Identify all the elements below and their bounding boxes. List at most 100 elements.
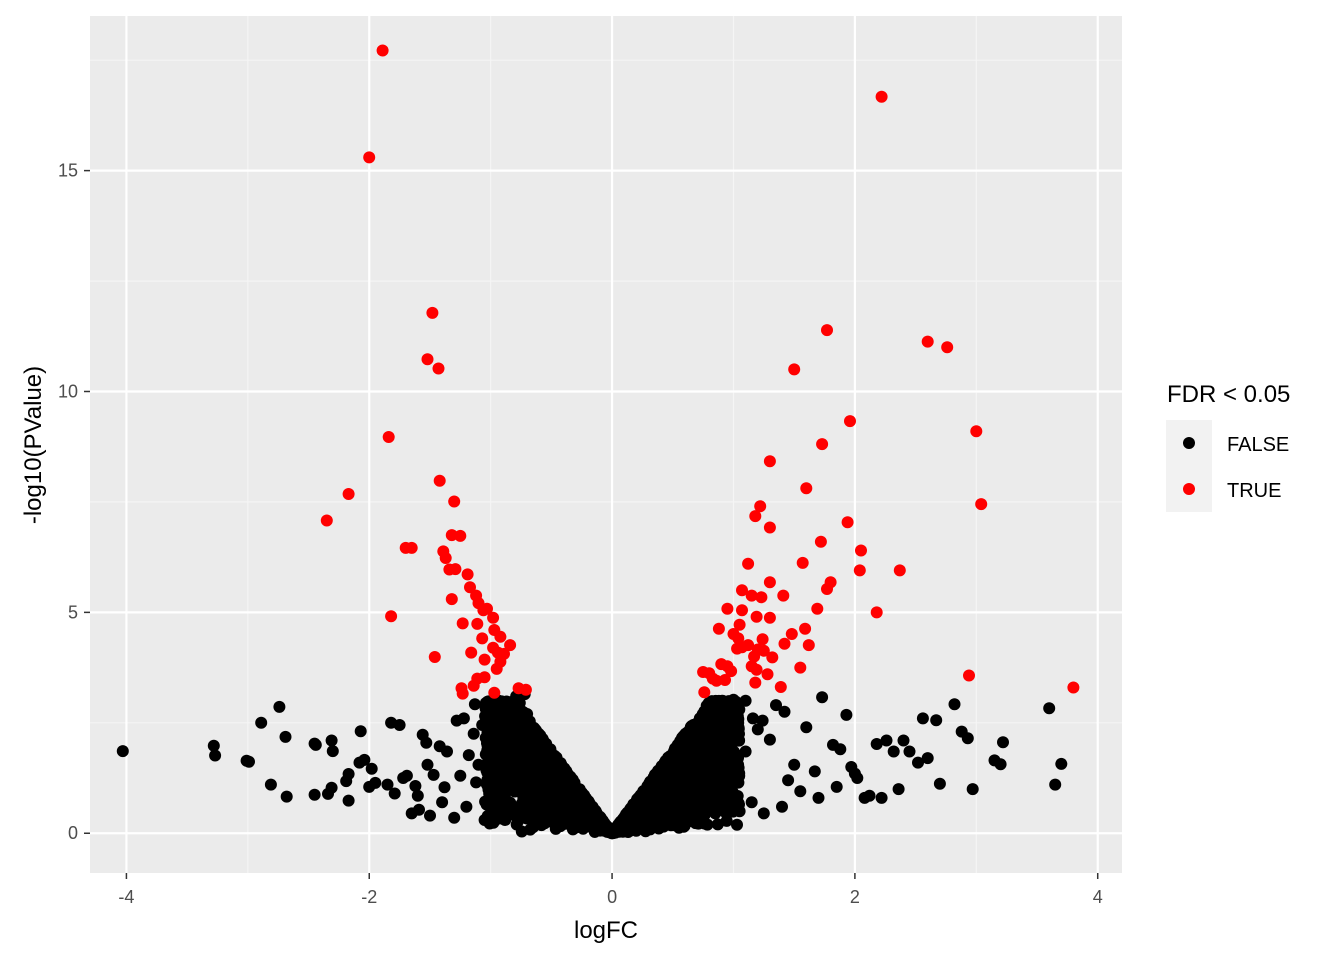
point-true [750, 610, 763, 623]
point-true [749, 676, 762, 689]
point-false [756, 714, 769, 727]
point-false [420, 736, 433, 749]
point-false [544, 797, 557, 810]
point-false [776, 800, 788, 813]
point-false [691, 765, 704, 778]
point-true [963, 669, 975, 682]
legend-key-true [1183, 483, 1195, 495]
point-false [551, 771, 564, 784]
point-true [421, 353, 434, 366]
point-false [685, 809, 697, 822]
point-true [504, 639, 517, 652]
point-true [487, 611, 500, 624]
point-false [467, 727, 480, 740]
point-true [736, 584, 748, 597]
point-false [496, 782, 509, 795]
legend-title: FDR < 0.05 [1167, 381, 1290, 408]
point-false [875, 791, 888, 804]
point-true [763, 611, 776, 624]
plot-panel [90, 16, 1122, 873]
point-false [711, 818, 724, 831]
point-false [834, 743, 847, 756]
point-false [698, 817, 711, 830]
point-false [485, 766, 497, 779]
point-true [490, 662, 503, 675]
point-true [816, 438, 829, 451]
legend-label-false: FALSE [1227, 434, 1289, 456]
point-true [376, 44, 389, 57]
point-false [546, 754, 558, 767]
point-true [785, 628, 798, 640]
point-true [796, 556, 809, 569]
point-false [725, 719, 738, 731]
point-false [830, 780, 843, 793]
point-false [342, 794, 355, 807]
point-false [930, 714, 943, 727]
point-true [800, 482, 813, 495]
point-true [461, 568, 474, 581]
point-false [870, 738, 883, 750]
point-false [757, 807, 770, 820]
x-tick-label: 0 [607, 887, 617, 907]
point-false [966, 783, 979, 796]
point-false [322, 787, 334, 800]
point-true [432, 362, 445, 375]
point-true [875, 90, 888, 103]
point-true [448, 495, 461, 508]
point-true [725, 665, 738, 678]
point-false [363, 780, 376, 793]
point-false [441, 745, 453, 758]
point-false [397, 772, 410, 784]
point-false [524, 823, 537, 836]
point-false [409, 780, 422, 792]
point-false [863, 789, 876, 802]
point-true [488, 686, 501, 699]
point-false [672, 814, 685, 826]
point-false [727, 693, 740, 706]
point-false [709, 807, 722, 820]
point-false [427, 768, 440, 781]
point-false [522, 747, 535, 760]
point-false [521, 708, 534, 720]
point-false [525, 721, 538, 734]
point-false [483, 779, 496, 792]
point-false [551, 780, 564, 793]
point-false [530, 814, 543, 826]
point-false [739, 694, 752, 707]
point-false [880, 734, 893, 747]
point-false [476, 719, 489, 731]
x-axis-title: logFC [574, 917, 638, 944]
point-false [207, 739, 220, 752]
point-false [794, 785, 807, 798]
point-false [700, 736, 713, 749]
point-false [457, 712, 470, 725]
point-true [766, 651, 779, 664]
point-false [542, 765, 555, 778]
point-false [672, 769, 685, 782]
point-true [893, 564, 906, 577]
point-true [721, 602, 734, 615]
point-false [309, 738, 322, 751]
point-false [903, 745, 916, 758]
point-true [763, 521, 776, 534]
point-true [870, 606, 883, 619]
point-true [385, 610, 398, 623]
point-false [563, 796, 576, 809]
point-false [632, 796, 645, 809]
point-false [579, 792, 592, 805]
legend: FDR < 0.05 FALSE TRUE [1166, 381, 1290, 512]
y-axis-title: -log10(PValue) [20, 366, 47, 524]
point-false [513, 696, 526, 709]
point-false [897, 734, 910, 747]
point-false [666, 780, 679, 793]
point-true [445, 593, 458, 606]
point-true [763, 455, 776, 468]
point-false [279, 730, 292, 743]
point-false [652, 764, 665, 777]
point-true [733, 618, 746, 631]
point-false [280, 790, 293, 803]
point-false [499, 794, 512, 807]
point-true [494, 630, 507, 643]
point-true [777, 589, 790, 602]
point-false [494, 722, 507, 735]
